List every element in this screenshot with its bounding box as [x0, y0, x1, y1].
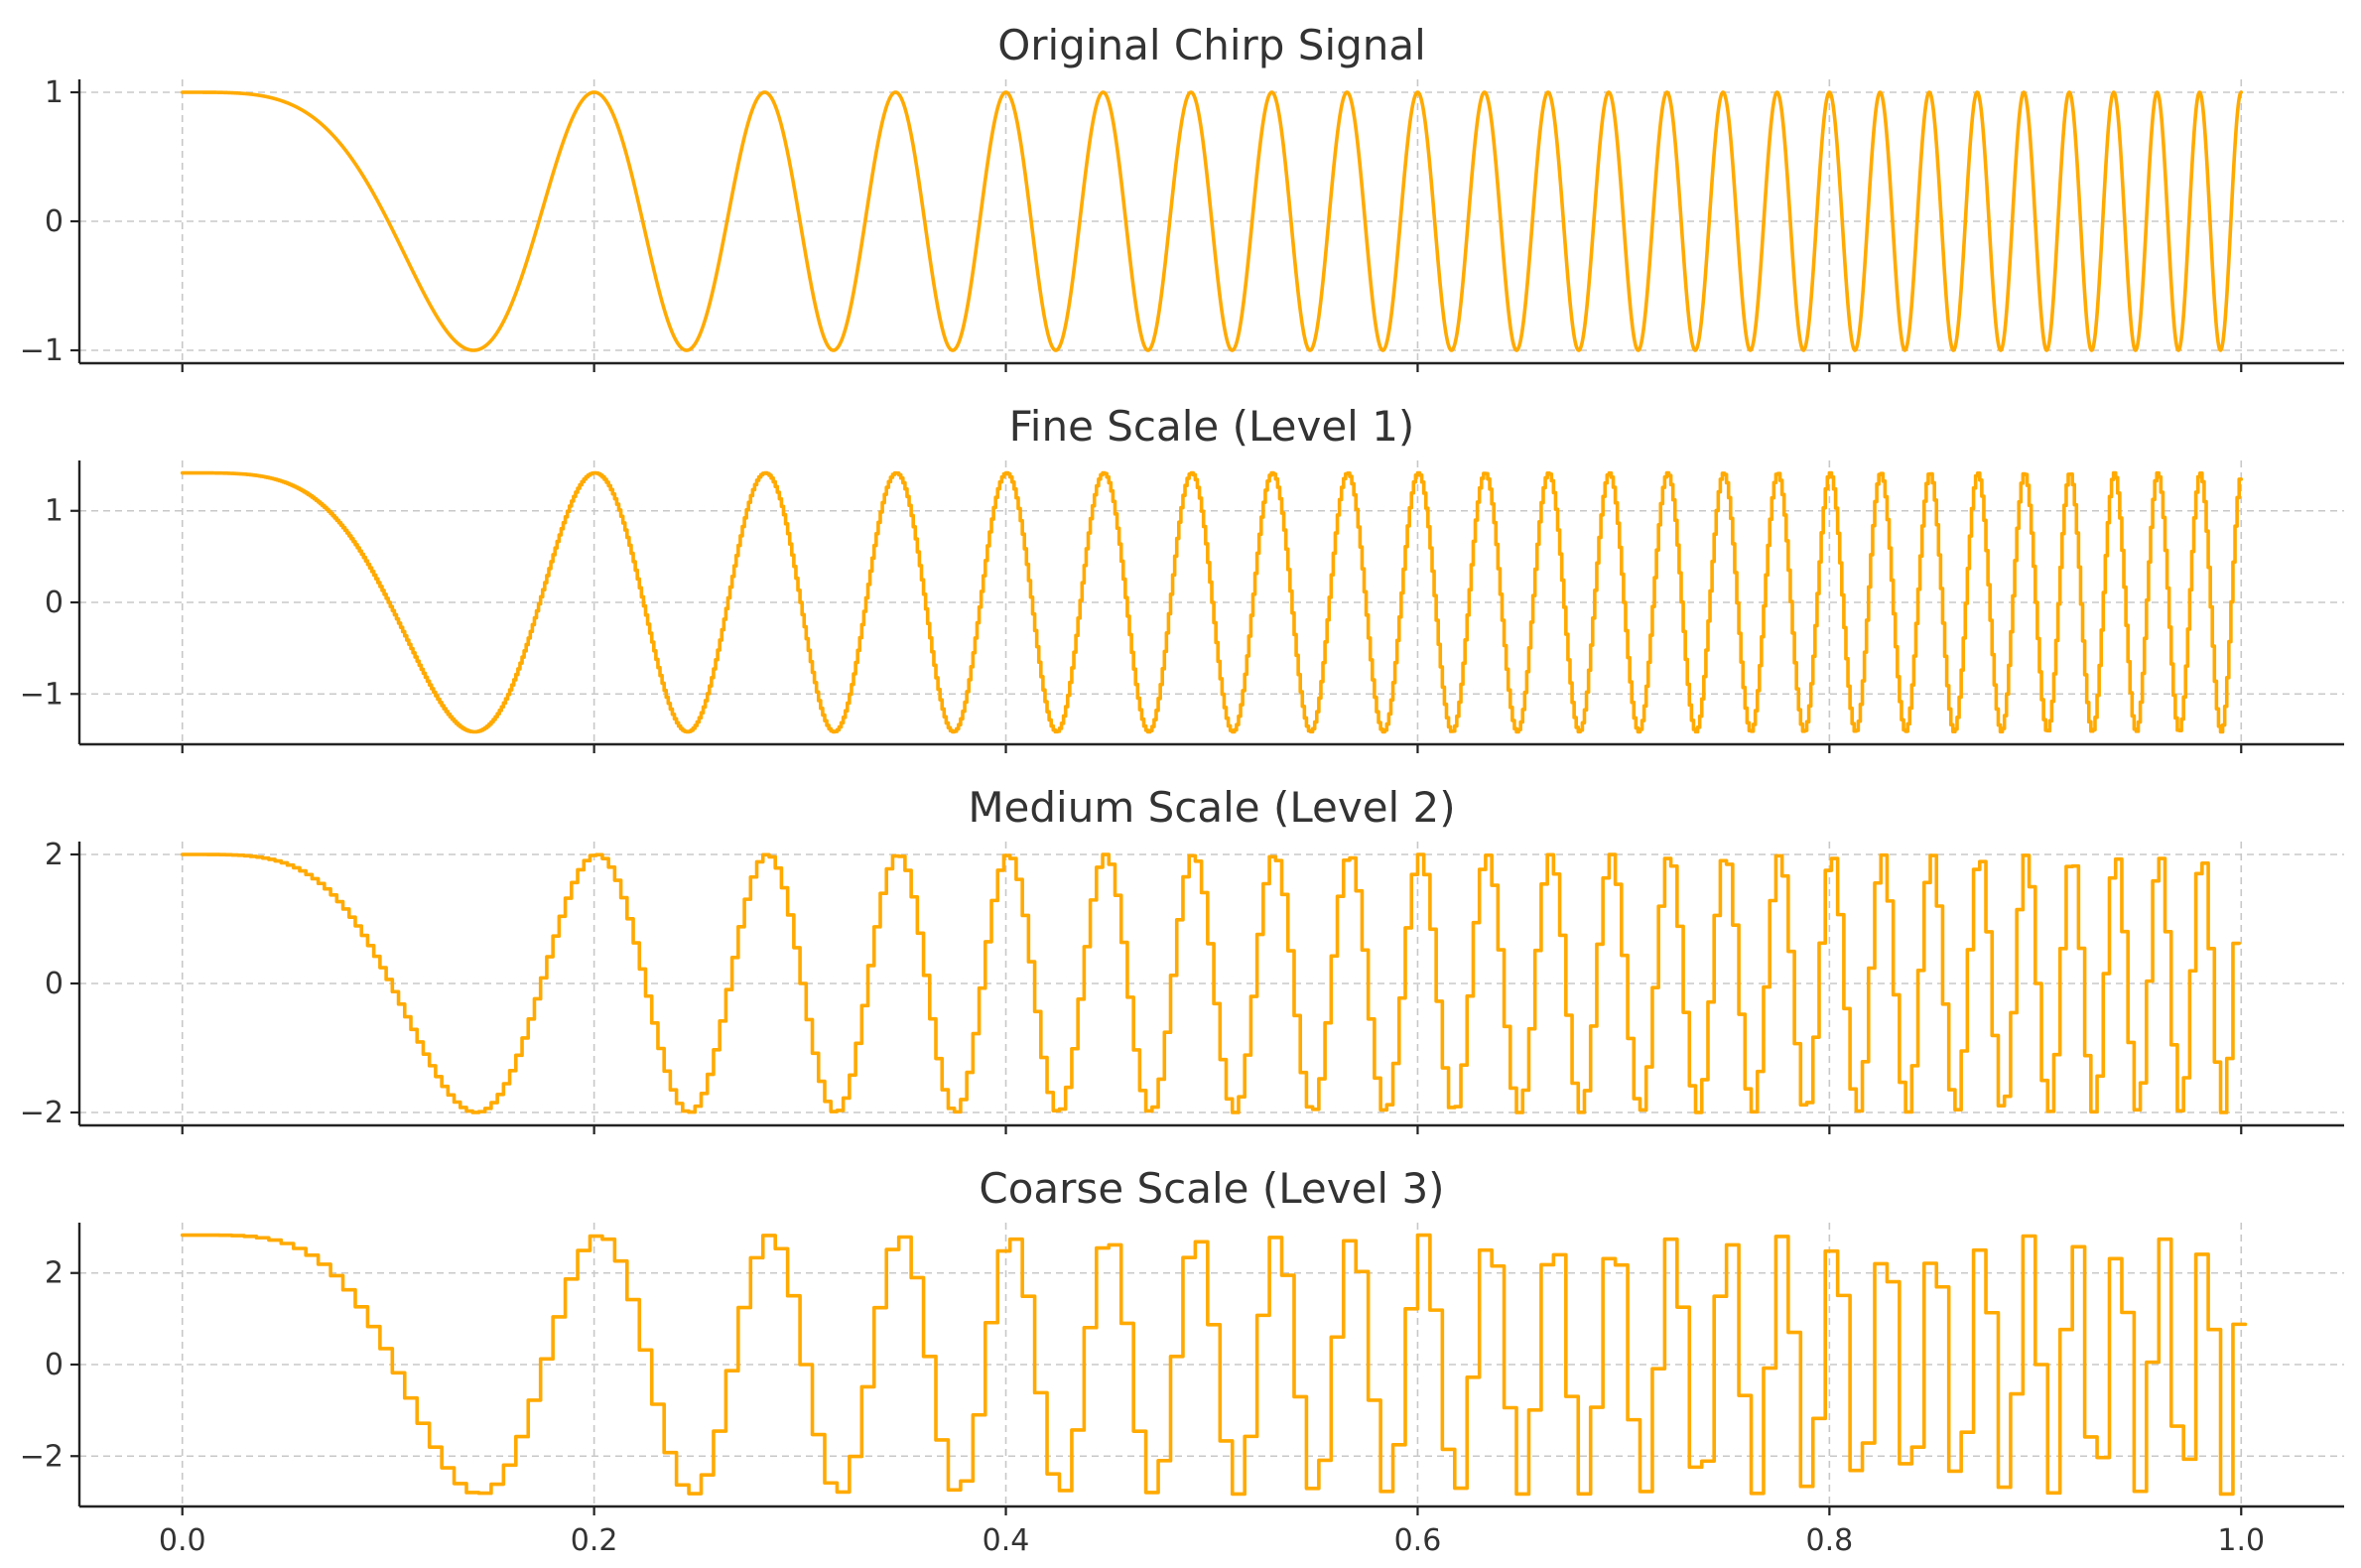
y-tick-label: 0 — [45, 204, 64, 239]
x-tick-label: 0.0 — [159, 1523, 206, 1558]
series-line — [180, 90, 2244, 352]
x-tick-label: 0.4 — [983, 1523, 1030, 1558]
x-tick-label: 0.8 — [1806, 1523, 1854, 1558]
y-tick-label: −1 — [20, 677, 64, 712]
subplot-4: Coarse Scale (Level 3) −2 0 2 0.0 0.2 0.4 0.6 0.… — [20, 1164, 2344, 1558]
subplot-title: Medium Scale (Level 2) — [968, 783, 1455, 832]
series-line — [180, 1233, 2248, 1497]
y-tick-label: 1 — [45, 75, 64, 110]
subplot-title: Original Chirp Signal — [997, 21, 1426, 69]
y-tick-label: 0 — [45, 1348, 64, 1382]
x-tick-label: 0.2 — [571, 1523, 618, 1558]
subplot-title: Fine Scale (Level 1) — [1009, 402, 1415, 451]
y-tick-label: 0 — [45, 967, 64, 1001]
y-tick-label: −1 — [20, 333, 64, 368]
subplot-2: Fine Scale (Level 1) −1 0 1 — [20, 402, 2344, 753]
y-tick-label: 2 — [45, 1256, 64, 1291]
y-tick-label: 1 — [45, 494, 64, 529]
y-tick-label: 0 — [45, 586, 64, 620]
subplot-1: Original Chirp Signal −1 0 1 — [20, 21, 2344, 372]
subplot-title: Coarse Scale (Level 3) — [979, 1164, 1444, 1213]
x-tick-label: 0.6 — [1394, 1523, 1442, 1558]
subplot-3: Medium Scale (Level 2) −2 0 2 — [20, 783, 2344, 1134]
y-tick-label: −2 — [20, 1439, 64, 1474]
series-line — [180, 852, 2241, 1114]
x-tick-label: 1.0 — [2217, 1523, 2265, 1558]
y-tick-label: −2 — [20, 1096, 64, 1130]
series-line — [180, 470, 2244, 734]
y-tick-label: 2 — [45, 838, 64, 872]
